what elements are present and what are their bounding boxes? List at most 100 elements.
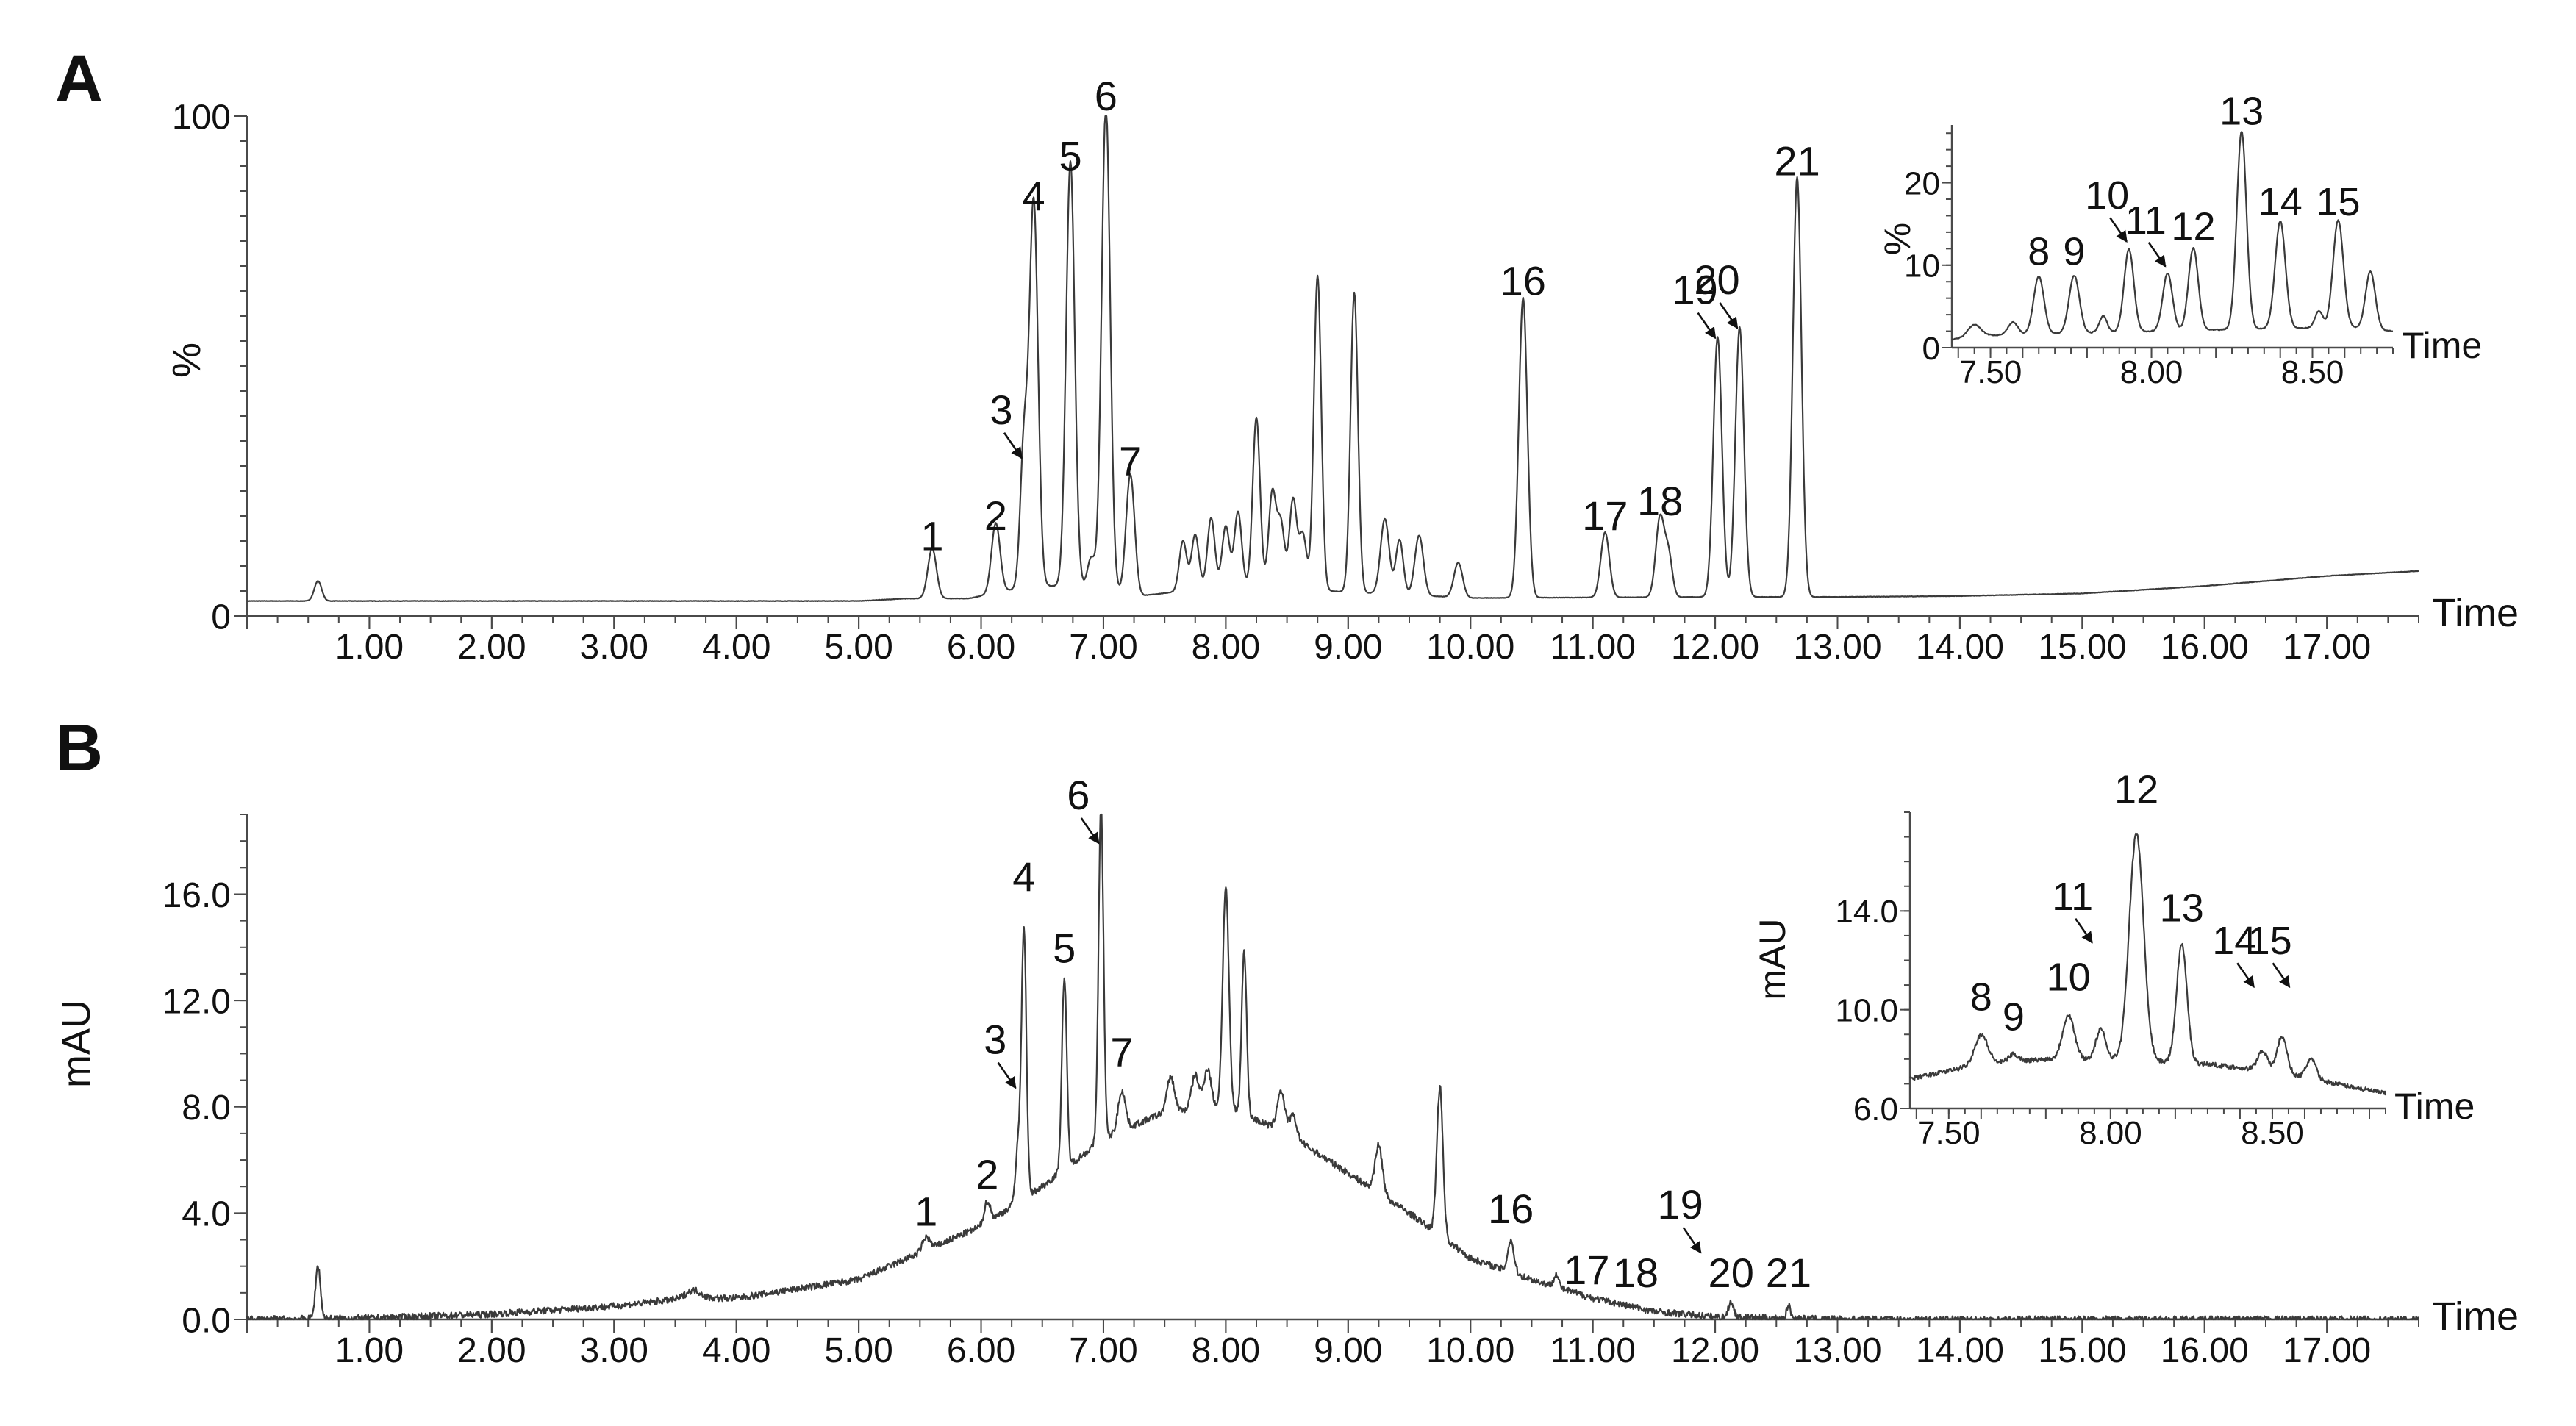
panel-b-main-trace bbox=[246, 813, 2420, 1321]
panel-b-main-peak-label: 3 bbox=[984, 1017, 1006, 1063]
panel-b-main-peak-label: 2 bbox=[976, 1151, 998, 1197]
panel-b-main-x-tick-label: 11.00 bbox=[1550, 1331, 1636, 1370]
panel-b-inset-y-tick-label: 10.0 bbox=[1835, 993, 1898, 1029]
panel-a-main-peak-label: 20 bbox=[1694, 257, 1739, 303]
panel-b-main-y-tick-label: 8.0 bbox=[182, 1089, 231, 1128]
panel-b-main-peak-label: 6 bbox=[1067, 772, 1090, 818]
panel-b: B1.00 2.00 3.00 4.00 5.00 6.00 7.00 8.00 9.00 10.… bbox=[54, 712, 2519, 1370]
panel-a-main-x-tick-label: 5.00 bbox=[824, 628, 892, 667]
panel-b-inset-peak-arrow bbox=[2075, 918, 2093, 944]
panel-a-main-x-tick-label: 13.00 bbox=[1793, 628, 1881, 667]
panel-b-main-peak-arrow bbox=[1080, 817, 1100, 845]
panel-b-main-peak-label: 7 bbox=[1110, 1029, 1133, 1075]
panel-b-inset-peak-label: 10 bbox=[2047, 956, 2091, 1000]
panel-a-inset-x-tick-label: 8.50 bbox=[2281, 354, 2344, 390]
panel-b-main-y-tick-label: 16.0 bbox=[162, 876, 231, 915]
panel-b-inset-peak-label: 15 bbox=[2248, 919, 2292, 963]
panel-a-main-peak-label: 5 bbox=[1059, 133, 1081, 179]
panel-a-main-peak-label: 17 bbox=[1582, 492, 1628, 539]
panel-b-main-x-tick-label: 12.00 bbox=[1671, 1331, 1759, 1370]
panel-a-inset-peak-label: 12 bbox=[2171, 205, 2215, 249]
panel-b-main-x-axis-title: Time bbox=[2432, 1294, 2519, 1339]
panel-b-inset-peak-label: 12 bbox=[2114, 767, 2158, 811]
panel-b-main-peak-label: 18 bbox=[1613, 1250, 1659, 1296]
panel-a-main-peak-label: 16 bbox=[1500, 258, 1546, 304]
panel-a-inset-trace bbox=[1951, 131, 2394, 341]
panel-a-main-peak-arrow bbox=[1697, 312, 1717, 340]
panel-a-inset-x-axis-title: Time bbox=[2402, 325, 2482, 366]
panel-b-main-x-tick-label: 7.00 bbox=[1069, 1331, 1137, 1370]
panel-b-main-x-tick-label: 5.00 bbox=[824, 1331, 892, 1370]
panel-a-inset-peak-label: 10 bbox=[2085, 173, 2129, 218]
panel-a-inset-peak-label: 14 bbox=[2258, 180, 2303, 224]
panel-b-main-x-tick-label: 17.00 bbox=[2283, 1331, 2371, 1370]
panel-b-main-x-tick-label: 14.00 bbox=[1916, 1331, 2004, 1370]
panel-a-main-x-tick-label: 1.00 bbox=[335, 628, 404, 667]
panel-a-main-x-axis-title: Time bbox=[2432, 591, 2519, 635]
panel-a-inset-peak-label: 15 bbox=[2316, 180, 2361, 224]
panel-a-main-x-tick-label: 2.00 bbox=[457, 628, 526, 667]
panel-b-main-x-tick-label: 9.00 bbox=[1314, 1331, 1382, 1370]
panel-b-main-peak-label: 4 bbox=[1012, 853, 1035, 900]
panel-label: B bbox=[55, 712, 103, 785]
panel-b-inset-x-tick-label: 8.50 bbox=[2241, 1115, 2304, 1151]
panel-b-main-y-tick-label: 12.0 bbox=[162, 982, 231, 1021]
panel-b-inset-trace bbox=[1908, 832, 2387, 1096]
panel-a-inset-x-tick-label: 7.50 bbox=[1959, 354, 2022, 390]
panel-b-inset-y-tick-label: 6.0 bbox=[1853, 1092, 1898, 1128]
panel-b-main-peak-arrow bbox=[1682, 1227, 1702, 1254]
panel-a-main-peak-label: 19 bbox=[1672, 267, 1717, 313]
panel-a-main-x-tick-label: 10.00 bbox=[1426, 628, 1514, 667]
panel-a-main-x-tick-label: 17.00 bbox=[2283, 628, 2371, 667]
panel-b-inset-x-tick-label: 8.00 bbox=[2079, 1115, 2142, 1151]
panel-b-main-peak-label: 20 bbox=[1709, 1250, 1754, 1296]
panel-b-main-peak-label: 16 bbox=[1488, 1186, 1534, 1232]
panel-a-inset-peak-arrow bbox=[2109, 217, 2128, 243]
panel-b-main-peak-label: 17 bbox=[1564, 1247, 1609, 1293]
panel-b-inset-peak-label: 13 bbox=[2160, 886, 2204, 930]
panel-a-inset-peak-label: 8 bbox=[2028, 229, 2050, 273]
panel-a-main-trace bbox=[246, 115, 2419, 602]
panel-a-main-x-tick-label: 12.00 bbox=[1671, 628, 1759, 667]
panel-a-main-y-tick-label: 100 bbox=[172, 98, 231, 137]
panel-a-main-peak-arrow bbox=[1719, 302, 1739, 329]
panel-b-main-x-tick-label: 15.00 bbox=[2038, 1331, 2126, 1370]
panel-a-main-peak-label: 1 bbox=[920, 512, 943, 559]
panel-a-inset-y-tick-label: 10 bbox=[1904, 248, 1940, 284]
panel-b-main-y-axis-title: mAU bbox=[54, 1000, 99, 1088]
panel-a-main-x-tick-label: 4.00 bbox=[702, 628, 770, 667]
panel-a-main-peak-arrow bbox=[1003, 432, 1023, 459]
panel-a-main-x-tick-label: 8.00 bbox=[1192, 628, 1260, 667]
panel-label: A bbox=[55, 43, 103, 116]
panel-a-main-peak-label: 4 bbox=[1023, 173, 1045, 219]
panel-b-main-x-tick-label: 13.00 bbox=[1793, 1331, 1881, 1370]
panel-b-main-y-tick-label: 0.0 bbox=[182, 1301, 231, 1340]
panel-a-inset-peak-label: 9 bbox=[2063, 229, 2085, 273]
panel-a-main-y-axis-title: % bbox=[165, 343, 209, 378]
panel-b-main-x-tick-label: 10.00 bbox=[1426, 1331, 1514, 1370]
panel-b-main-x-tick-label: 1.00 bbox=[335, 1331, 404, 1370]
panel-b-inset-peak-label: 8 bbox=[1970, 975, 1992, 1019]
panel-a-main-peak-label: 3 bbox=[990, 387, 1012, 433]
panel-a-main-x-tick-label: 6.00 bbox=[947, 628, 1015, 667]
panel-a-inset-x-tick-label: 8.00 bbox=[2120, 354, 2183, 390]
panel-a-inset-y-tick-label: 20 bbox=[1904, 165, 1940, 201]
panel-a: A 1.00 2.00 3.00 4.00 5.00 6.00 7.00 8.00 9.00 10.… bbox=[55, 43, 2519, 667]
panel-a-main-y-tick-label: 0 bbox=[211, 598, 231, 637]
panel-a-main-peak-label: 6 bbox=[1095, 73, 1117, 119]
panel-b-main-peak-arrow bbox=[997, 1061, 1017, 1089]
panel-a-main-x-tick-label: 14.00 bbox=[1916, 628, 2004, 667]
panel-b-inset-y-tick-label: 14.0 bbox=[1835, 894, 1898, 930]
panel-a-inset-peak-label: 11 bbox=[2125, 198, 2167, 243]
panel-a-main-x-tick-label: 16.00 bbox=[2161, 628, 2249, 667]
panel-b-main-x-tick-label: 8.00 bbox=[1192, 1331, 1260, 1370]
panel-b-main-x-tick-label: 4.00 bbox=[702, 1331, 770, 1370]
panel-b-inset-y-axis-title: mAU bbox=[1752, 918, 1793, 1000]
panel-b-main-x-tick-label: 16.00 bbox=[2161, 1331, 2249, 1370]
panel-b-main-peak-label: 5 bbox=[1053, 925, 1076, 972]
panel-b-main-peak-label: 21 bbox=[1766, 1250, 1811, 1296]
panel-b-inset-peak-label: 11 bbox=[2052, 875, 2093, 919]
panel-b-main-x-tick-label: 2.00 bbox=[457, 1331, 526, 1370]
